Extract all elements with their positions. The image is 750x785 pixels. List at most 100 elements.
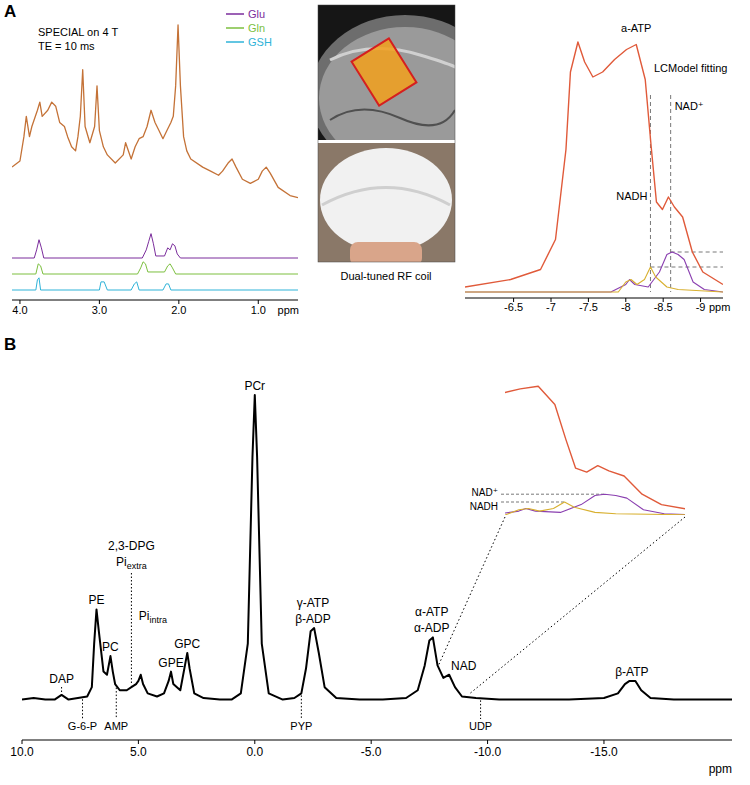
peak-label-text: PCr <box>244 379 265 393</box>
mri-brain <box>319 27 455 140</box>
inset-label: NAD⁺ <box>472 487 498 498</box>
x-tick-label: 0.0 <box>246 745 263 759</box>
peak-label: α-ATP <box>415 605 448 619</box>
peak-label: PYP <box>290 720 312 732</box>
x-tick <box>371 740 372 744</box>
x-axis <box>12 300 298 301</box>
peak-label: PCr <box>244 379 265 393</box>
x-tick-label: 10.0 <box>10 745 34 759</box>
legend-swatch <box>226 13 244 15</box>
x-tick <box>22 740 23 744</box>
panel-letter: B <box>4 335 16 354</box>
peak-label: GPE <box>158 656 183 670</box>
guide-line <box>650 95 651 292</box>
leader-line <box>82 699 83 719</box>
x-axis <box>22 740 732 741</box>
voxel <box>352 38 417 105</box>
peak-label: γ-ATP <box>297 596 329 610</box>
guide-line <box>670 95 671 292</box>
mri-fold <box>330 109 455 125</box>
spectrum-line <box>505 494 685 515</box>
peak-label: Piintra <box>139 609 167 625</box>
peak-label-text: GPC <box>174 637 200 651</box>
peak-label-text: GPE <box>158 656 183 670</box>
caption: Dual-tuned RF coil <box>340 270 431 282</box>
x-tick-label: -6.5 <box>504 301 523 313</box>
image-frame <box>318 5 455 262</box>
peak-label: a-ATP <box>621 22 651 34</box>
legend-entry: GSH <box>248 36 272 48</box>
guide-line <box>501 502 565 503</box>
plot-area <box>12 25 298 290</box>
mri-head <box>318 15 455 140</box>
x-tick-label: -7.5 <box>579 301 598 313</box>
peak-label-text: β-ATP <box>615 665 648 679</box>
peak-label-text: γ-ATP <box>297 596 329 610</box>
zoom-line <box>439 517 505 665</box>
peak-label-text: PC <box>102 640 119 654</box>
leader-line <box>116 688 117 719</box>
face <box>350 242 422 262</box>
x-tick <box>603 740 604 744</box>
peak-label-subscript: extra <box>127 561 147 571</box>
peak-label: α-ADP <box>414 621 450 635</box>
x-tick-label: 2.0 <box>171 304 186 316</box>
peak-label-text: PE <box>88 593 104 607</box>
spectrum-line <box>465 267 723 292</box>
legend-entry: Gln <box>248 22 265 34</box>
inset: NAD⁺ NADH <box>221 385 699 694</box>
coil-photo <box>318 143 455 262</box>
guide-line <box>671 252 723 253</box>
mri-image <box>318 5 455 140</box>
peak-label: 2,3-DPG <box>108 539 155 553</box>
peak-label: β-ADP <box>295 612 331 626</box>
peak-label: PC <box>102 640 119 654</box>
peak-label-text: α-ADP <box>414 621 450 635</box>
inset-plot-area <box>505 385 685 515</box>
peak-label: GPC <box>174 637 200 651</box>
h1-panel: 4.03.02.01.0ppmSPECIAL on 4 TTE = 10 msG… <box>12 8 299 316</box>
spectrum-line <box>465 252 723 292</box>
x-axis-title: ppm <box>709 762 732 776</box>
subtitle: TE = 10 ms <box>38 40 95 52</box>
peak-label-text: α-ATP <box>415 605 448 619</box>
x-tick-label: -5.0 <box>361 745 382 759</box>
spectrum-line <box>465 42 723 287</box>
peak-label: NADH <box>616 190 647 202</box>
peak-label: UDP <box>469 720 492 732</box>
leader-line <box>61 687 62 693</box>
x-axis-title: ppm <box>278 304 299 316</box>
spectrum-line <box>22 395 732 700</box>
peak-label-text: β-ADP <box>295 612 331 626</box>
spectrum-line <box>505 502 685 515</box>
peak-label: DAP <box>49 672 74 686</box>
inset-label: NADH <box>470 501 498 512</box>
x-tick-label: 3.0 <box>92 304 107 316</box>
legend-swatch <box>226 27 244 29</box>
x-axis-title: ppm <box>709 301 730 313</box>
images: Dual-tuned RF coil <box>310 5 500 282</box>
peak-label-text: 2,3-DPG <box>108 539 155 553</box>
leader-line <box>480 700 481 719</box>
peak-label-subscript: intra <box>149 615 167 625</box>
peak-label-text: Pi <box>116 555 127 569</box>
x-tick-label: -9 <box>696 301 706 313</box>
x-tick-label: -15.0 <box>590 745 618 759</box>
x-tick <box>254 740 255 744</box>
peak-label: NAD <box>451 659 477 673</box>
peak-label-text: Pi <box>139 609 150 623</box>
x-tick-label: -8.5 <box>654 301 673 313</box>
peak-label: β-ATP <box>615 665 648 679</box>
leader-line <box>301 695 302 719</box>
spectrum-line <box>505 385 685 512</box>
legend-entry: Glu <box>248 8 265 20</box>
x-tick <box>138 740 139 744</box>
leader-line <box>131 573 132 685</box>
x-tick <box>487 740 488 744</box>
x-tick-label: 5.0 <box>130 745 147 759</box>
peak-label: NAD⁺ <box>675 100 704 112</box>
spectrum-line <box>12 262 298 274</box>
title: LCModel fitting <box>654 62 727 74</box>
x-tick-label: -10.0 <box>474 745 502 759</box>
peak-label: AMP <box>104 720 128 732</box>
